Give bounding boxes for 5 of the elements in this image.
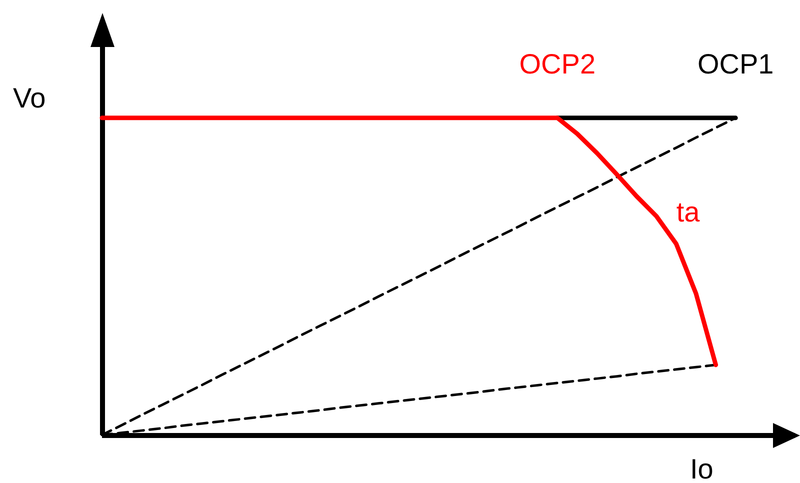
series-label: OCP2 — [519, 48, 596, 80]
series-label: OCP1 — [697, 48, 774, 80]
x-axis-title: Io — [690, 454, 714, 483]
annotation: ta — [676, 196, 700, 228]
y-axis-title: Vo — [13, 82, 46, 114]
